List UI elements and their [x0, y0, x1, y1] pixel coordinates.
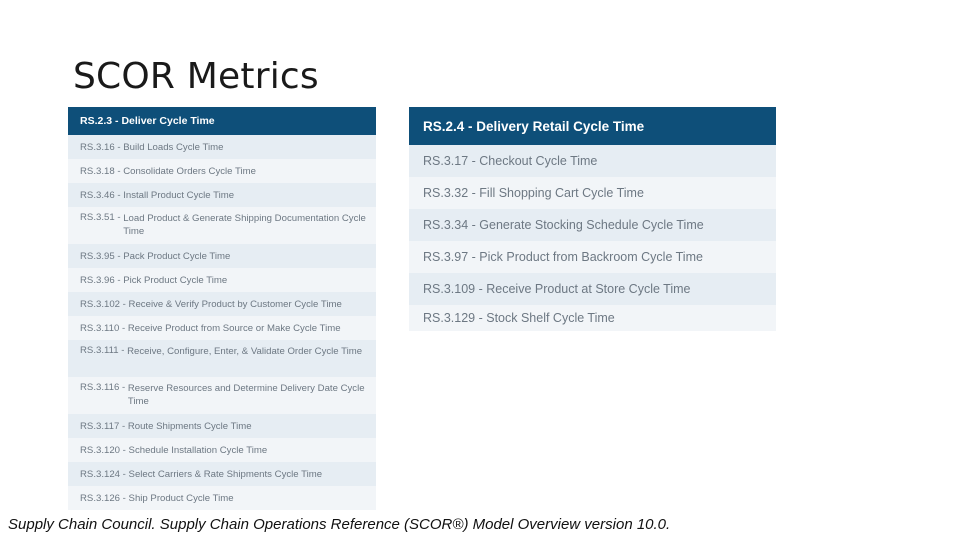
table-row: RS.3.110 - Receive Product from Source o…	[68, 316, 376, 340]
metric-code: RS.3.16	[80, 141, 115, 153]
metric-name: Receive Product from Source or Make Cycl…	[127, 322, 341, 334]
metric-name: Receive, Configure, Enter, & Validate Or…	[127, 346, 363, 357]
metric-code: RS.3.18	[80, 165, 115, 177]
deliver-cycle-time-table: RS.2.3 - Deliver Cycle Time RS.3.16 - Bu…	[68, 107, 376, 510]
table-row: RS.3.17 - Checkout Cycle Time	[409, 145, 776, 177]
table-row: RS.3.102 - Receive & Verify Product by C…	[68, 292, 376, 316]
table-row: RS.3.129 - Stock Shelf Cycle Time	[409, 305, 776, 331]
metric-name: Schedule Installation Cycle Time	[128, 444, 268, 456]
metric-code: RS.3.32	[423, 186, 469, 200]
metric-name: Build Loads Cycle Time	[123, 141, 224, 153]
table-row: RS.3.16 - Build Loads Cycle Time	[68, 135, 376, 159]
metric-code: RS.3.46	[80, 189, 115, 201]
metric-code: RS.3.95	[80, 250, 115, 262]
metric-name: Consolidate Orders Cycle Time	[123, 165, 256, 177]
metric-code: RS.2.4	[423, 118, 465, 134]
table-row: RS.3.124 - Select Carriers & Rate Shipme…	[68, 462, 376, 486]
table-header: RS.2.4 - Delivery Retail Cycle Time	[409, 107, 776, 145]
metric-name: Pack Product Cycle Time	[123, 250, 231, 262]
metric-name: Receive Product at Store Cycle Time	[486, 282, 691, 296]
table-row: RS.3.117 - Route Shipments Cycle Time	[68, 414, 376, 438]
metric-code: RS.3.109	[423, 282, 476, 296]
metric-name: Reserve Resources and Determine Delivery…	[127, 383, 365, 407]
metric-name: Load Product & Generate Shipping Documen…	[123, 213, 366, 237]
table-row: RS.3.95 - Pack Product Cycle Time	[68, 244, 376, 268]
metric-code: RS.3.116	[80, 382, 120, 393]
metric-code: RS.3.97	[423, 250, 469, 264]
metric-code: RS.3.51	[80, 212, 115, 223]
metric-code: RS.3.102	[80, 298, 121, 310]
table-row: RS.3.97 - Pick Product from Backroom Cyc…	[409, 241, 776, 273]
metric-code: RS.3.17	[423, 154, 469, 168]
table-row: RS.3.32 - Fill Shopping Cart Cycle Time	[409, 177, 776, 209]
metric-code: RS.3.34	[423, 218, 469, 232]
table-row: RS.3.126 - Ship Product Cycle Time	[68, 486, 376, 510]
metric-code: RS.3.126	[80, 492, 121, 504]
metric-code: RS.3.110	[80, 322, 120, 334]
metric-code: RS.3.129	[423, 311, 476, 325]
metric-name: Checkout Cycle Time	[479, 154, 598, 168]
table-row: RS.3.51 - Load Product & Generate Shippi…	[68, 207, 376, 244]
table-row: RS.3.46 - Install Product Cycle Time	[68, 183, 376, 207]
metric-code: RS.3.124	[80, 468, 121, 480]
metric-code: RS.3.111	[80, 345, 119, 356]
metric-name: Delivery Retail Cycle Time	[476, 118, 645, 134]
metric-name: Pick Product Cycle Time	[123, 274, 228, 286]
metric-name: Stock Shelf Cycle Time	[486, 311, 615, 325]
metric-name: Pick Product from Backroom Cycle Time	[479, 250, 703, 264]
table-row: RS.3.116 - Reserve Resources and Determi…	[68, 377, 376, 414]
metric-name: Select Carriers & Rate Shipments Cycle T…	[128, 468, 323, 480]
table-header: RS.2.3 - Deliver Cycle Time	[68, 107, 376, 135]
metric-code: RS.3.117	[80, 420, 120, 432]
metric-name: Fill Shopping Cart Cycle Time	[479, 186, 644, 200]
table-row: RS.3.120 - Schedule Installation Cycle T…	[68, 438, 376, 462]
table-row: RS.3.96 - Pick Product Cycle Time	[68, 268, 376, 292]
metric-name: Route Shipments Cycle Time	[127, 420, 252, 432]
metric-code: RS.2.3	[80, 115, 113, 127]
source-citation: Supply Chain Council. Supply Chain Opera…	[8, 516, 671, 533]
metric-name: Ship Product Cycle Time	[128, 492, 234, 504]
metric-name: Install Product Cycle Time	[123, 189, 235, 201]
metric-name: Generate Stocking Schedule Cycle Time	[479, 218, 704, 232]
table-row: RS.3.18 - Consolidate Orders Cycle Time	[68, 159, 376, 183]
table-row: RS.3.111 - Receive, Configure, Enter, & …	[68, 340, 376, 377]
metric-name: Deliver Cycle Time	[121, 115, 215, 127]
slide-title: SCOR Metrics	[73, 56, 319, 97]
metric-code: RS.3.120	[80, 444, 121, 456]
table-row: RS.3.34 - Generate Stocking Schedule Cyc…	[409, 209, 776, 241]
metric-code: RS.3.96	[80, 274, 115, 286]
delivery-retail-cycle-time-table: RS.2.4 - Delivery Retail Cycle Time RS.3…	[409, 107, 776, 331]
metric-name: Receive & Verify Product by Customer Cyc…	[128, 298, 342, 310]
table-row: RS.3.109 - Receive Product at Store Cycl…	[409, 273, 776, 305]
